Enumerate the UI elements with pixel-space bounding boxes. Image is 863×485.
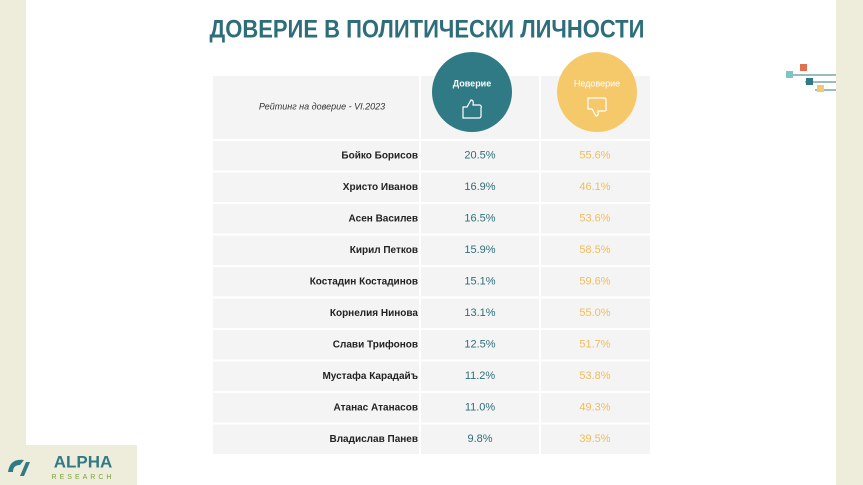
deco-square — [817, 85, 824, 92]
logo-icon — [8, 459, 30, 476]
deco-square — [806, 78, 813, 85]
deco-square — [800, 64, 807, 71]
trust-value: 9.8% — [467, 433, 492, 445]
trust-value: 20.5% — [464, 150, 495, 162]
distrust-value: 55.6% — [579, 150, 610, 162]
person-name: Мустафа Карадайъ — [322, 370, 418, 382]
person-name: Слави Трифонов — [333, 338, 418, 350]
person-name: Владислав Панев — [329, 434, 418, 445]
corner-decoration — [786, 64, 836, 92]
title: ДОВЕРИЕ В ПОЛИТИЧЕСКИ ЛИЧНОСТИ — [210, 15, 645, 43]
distrust-badge — [557, 52, 637, 132]
distrust-value: 55.0% — [579, 307, 610, 319]
distrust-value: 49.3% — [579, 402, 610, 414]
table-caption: Рейтинг на доверие - VI.2023 — [259, 101, 385, 111]
trust-badge — [432, 52, 512, 132]
distrust-value: 46.1% — [579, 181, 610, 193]
logo-bg — [0, 445, 137, 485]
person-name: Бойко Борисов — [341, 150, 418, 161]
person-name: Асен Василев — [349, 213, 418, 224]
person-name: Христо Иванов — [343, 182, 418, 193]
distrust-value: 58.5% — [579, 244, 610, 256]
thumb-up-icon — [462, 99, 482, 119]
person-name: Кирил Петков — [350, 245, 418, 256]
deco-square — [786, 71, 793, 78]
distrust-value: 59.6% — [579, 276, 610, 288]
trust-value: 13.1% — [464, 307, 495, 319]
distrust-value: 53.6% — [579, 213, 610, 225]
distrust-value: 53.8% — [579, 370, 610, 382]
person-name: Корнелия Нинова — [330, 308, 419, 319]
person-name: Атанас Атанасов — [334, 402, 418, 413]
trust-value: 16.5% — [464, 213, 495, 225]
trust-value: 11.2% — [465, 370, 496, 382]
logo-name: ALPHA — [54, 452, 113, 471]
trust-value: 11.0% — [465, 402, 496, 414]
trust-value: 15.9% — [464, 244, 495, 256]
distrust-value: 51.7% — [579, 339, 610, 351]
trust-header: Доверие — [453, 78, 491, 88]
trust-value: 16.9% — [464, 181, 495, 193]
thumb-down-icon — [587, 97, 607, 117]
trust-value: 12.5% — [464, 339, 495, 351]
person-name: Костадин Костадинов — [310, 276, 418, 287]
trust-value: 15.1% — [464, 276, 495, 288]
right-band — [836, 0, 863, 485]
left-band — [0, 0, 26, 485]
logo-sub: RESEARCH — [52, 474, 115, 481]
distrust-value: 39.5% — [579, 433, 610, 445]
distrust-header: Недоверие — [574, 78, 620, 88]
